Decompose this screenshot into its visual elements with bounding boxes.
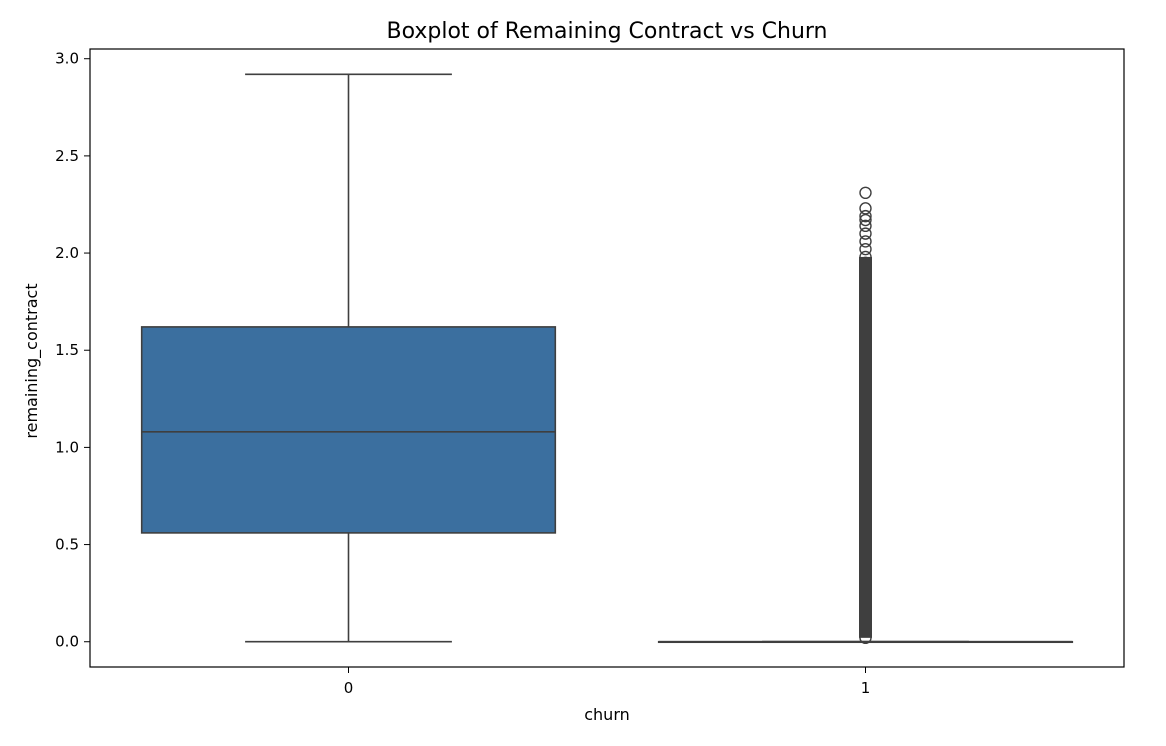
y-tick-label: 1.0 bbox=[55, 438, 79, 456]
outlier-point bbox=[859, 242, 872, 256]
y-axis-label: remaining_contract bbox=[22, 283, 42, 438]
box-iqr bbox=[140, 326, 557, 534]
x-tick-label: 0 bbox=[344, 679, 354, 697]
outlier-point bbox=[859, 227, 872, 240]
y-tick-label: 2.5 bbox=[55, 147, 79, 165]
outlier-point bbox=[859, 219, 872, 233]
outlier-point bbox=[859, 186, 872, 200]
y-tick-label: 0.5 bbox=[55, 536, 79, 554]
outlier-point bbox=[859, 235, 872, 248]
y-tick-label: 1.5 bbox=[55, 341, 79, 359]
x-axis-label: churn bbox=[584, 705, 630, 724]
box-group-1 bbox=[657, 186, 1074, 645]
y-tick-label: 0.0 bbox=[55, 633, 79, 651]
y-tick-label: 2.0 bbox=[55, 244, 79, 262]
y-axis-ticks: 0.0 0.5 1.0 1.5 2.0 2.5 3.0 bbox=[55, 50, 90, 651]
outlier-point bbox=[859, 202, 872, 215]
plot-frame bbox=[89, 48, 1125, 668]
y-tick-label: 3.0 bbox=[55, 50, 79, 68]
chart-title: Boxplot of Remaining Contract vs Churn bbox=[386, 19, 827, 44]
box-group-0 bbox=[140, 73, 557, 643]
outlier-cluster bbox=[859, 256, 872, 638]
x-tick-label: 1 bbox=[861, 679, 871, 697]
outlier-point bbox=[859, 209, 872, 223]
plot-area bbox=[140, 73, 1074, 645]
